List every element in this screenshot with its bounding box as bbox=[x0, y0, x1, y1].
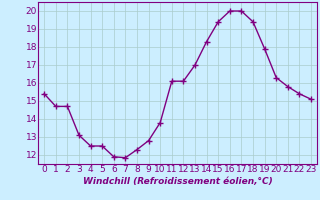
X-axis label: Windchill (Refroidissement éolien,°C): Windchill (Refroidissement éolien,°C) bbox=[83, 177, 272, 186]
